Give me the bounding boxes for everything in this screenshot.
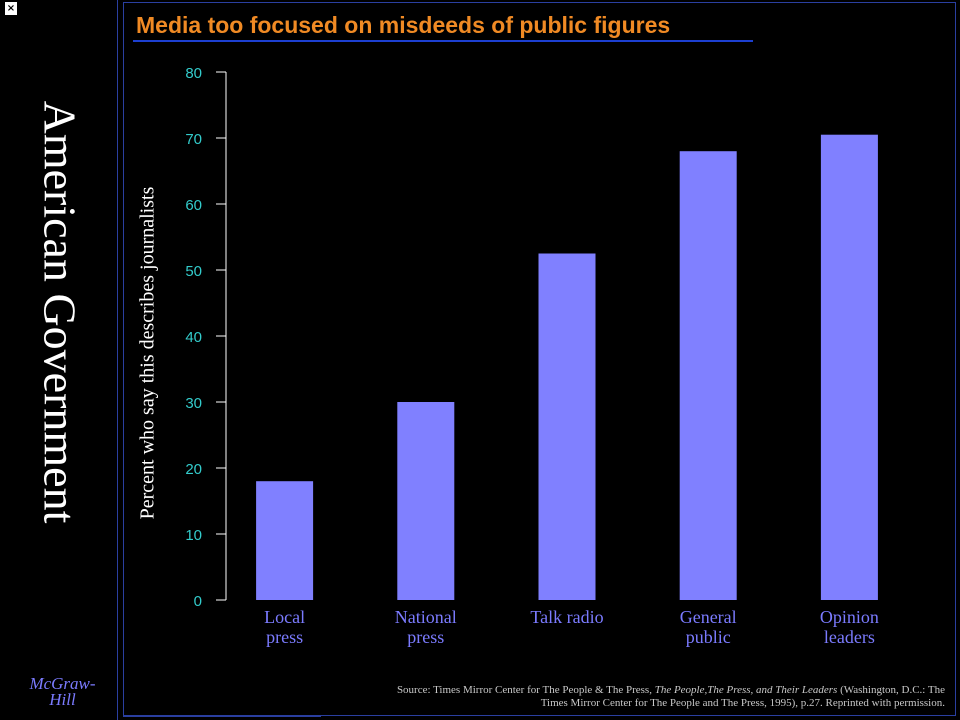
category-label-line: National: [395, 607, 457, 627]
bar: [397, 402, 455, 600]
category-label-line: leaders: [824, 627, 875, 647]
source-prefix: Source: Times Mirror Center for The Peop…: [396, 684, 655, 696]
category-label-line: General: [680, 607, 737, 627]
sidebar: × American Government McGraw- Hill: [0, 0, 117, 720]
category-label-line: Opinion: [820, 607, 879, 627]
source-suffix: (Washington, D.C.: The Times Mirror Cent…: [540, 684, 945, 709]
category-label: General public: [680, 607, 737, 647]
close-icon[interactable]: ×: [5, 2, 17, 15]
bars: [256, 134, 878, 600]
y-tick-label: 60: [185, 197, 202, 214]
category-label-line: press: [266, 627, 303, 647]
panel-bottom-divider: [123, 716, 321, 717]
y-tick-label: 20: [185, 461, 202, 478]
title-underline: [133, 40, 753, 42]
category-label-line: Talk radio: [530, 607, 603, 627]
bar: [538, 253, 596, 600]
y-tick-label: 50: [185, 263, 202, 280]
y-axis-label: Percent who say this describes journalis…: [136, 186, 159, 520]
source-note: Source: Times Mirror Center for The Peop…: [380, 684, 945, 720]
publisher-line-2: Hill: [49, 690, 76, 709]
y-tick-label: 30: [185, 395, 202, 412]
y-axis-ticks: 0 10 20 30 40 50 60 70 80: [185, 65, 226, 610]
chart-title: Media too focused on misdeeds of public …: [136, 12, 671, 38]
category-label: Talk radio: [530, 607, 603, 627]
y-tick-label: 40: [185, 329, 202, 346]
chart-panel: [123, 2, 956, 716]
bar: [820, 134, 878, 600]
bar: [679, 151, 737, 600]
y-tick-label: 0: [194, 593, 202, 610]
category-label: Opinion leaders: [820, 607, 879, 647]
category-label: National press: [395, 607, 457, 647]
source-book-title: The People,The Press, and Their Leaders: [654, 684, 838, 696]
y-tick-label: 70: [185, 131, 202, 148]
bar: [256, 481, 314, 600]
category-label: Local press: [264, 607, 305, 647]
publisher-line-1: McGraw-: [29, 674, 96, 693]
category-label-line: public: [686, 627, 731, 647]
sidebar-divider: [117, 0, 118, 720]
publisher-logo: McGraw- Hill: [10, 674, 115, 709]
category-label-line: press: [407, 627, 444, 647]
y-tick-label: 10: [185, 527, 202, 544]
y-tick-label: 80: [185, 65, 202, 82]
category-label-line: Local: [264, 607, 305, 627]
